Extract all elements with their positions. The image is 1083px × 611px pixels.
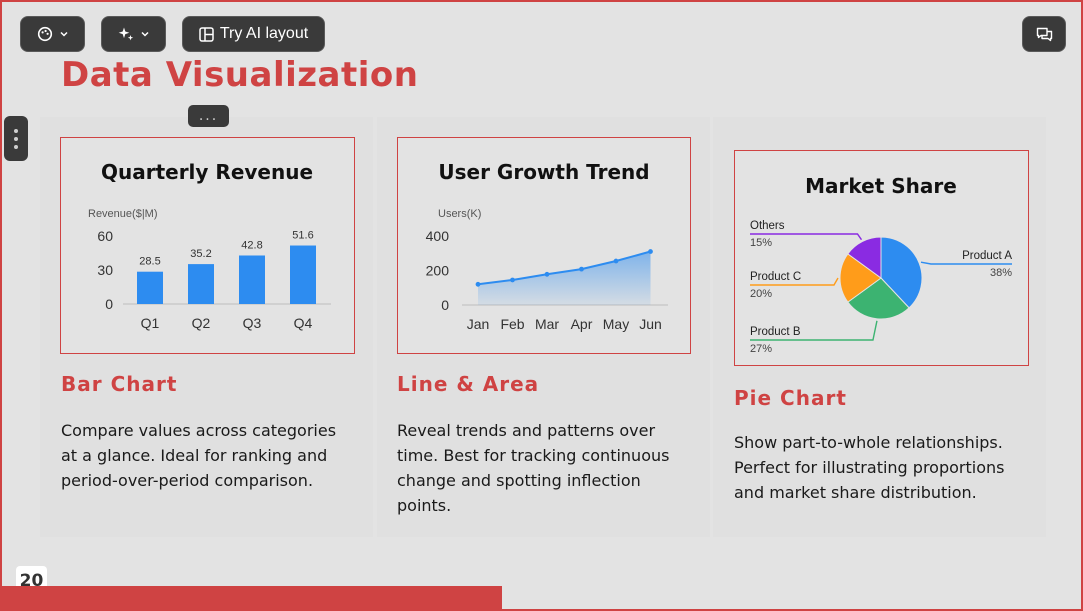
chevron-down-icon: [59, 29, 69, 39]
line-chart-card[interactable]: User Growth Trend Users(K) 400 200 0 Jan Fe…: [397, 137, 691, 354]
bar-chart-bar: [290, 245, 316, 304]
line-chart-point: [475, 281, 481, 287]
bar-chart-bar: [239, 255, 265, 304]
bar-chart-heading[interactable]: Bar Chart: [61, 372, 178, 396]
pie-chart-percent: 20%: [750, 288, 772, 300]
line-area-description[interactable]: Reveal trends and patterns over time. Be…: [397, 421, 670, 515]
line-chart-xtick: Jun: [639, 316, 662, 332]
pie-chart-label: Product C: [750, 271, 801, 283]
bar-chart-xtick: Q2: [192, 315, 211, 331]
bar-chart-xtick: Q3: [243, 315, 262, 331]
pie-chart-slice: [839, 253, 882, 303]
try-ai-layout-label: Try AI layout: [219, 25, 309, 42]
line-chart-point: [613, 258, 619, 264]
bar-chart-xtick: Q4: [294, 315, 313, 331]
bar-chart-bar: [188, 264, 214, 304]
bar-chart-xtick: Q1: [141, 315, 160, 331]
line-chart-area: [478, 251, 651, 305]
bar-chart-data-label: 42.8: [241, 239, 262, 251]
bar-chart-description[interactable]: Compare values across categories at a gl…: [61, 421, 337, 490]
pie-chart-slice: [880, 236, 923, 309]
line-chart-xtick: Jan: [467, 316, 490, 332]
line-chart: User Growth Trend Users(K) 400 200 0 Jan Fe…: [426, 160, 668, 332]
more-options-handle[interactable]: ...: [188, 105, 229, 127]
pie-chart-percent: 38%: [990, 267, 1012, 279]
pie-chart-title: Market Share: [805, 174, 957, 198]
bar-chart-ytick: 0: [105, 296, 113, 312]
bar-chart-data-label: 51.6: [292, 230, 313, 242]
pie-chart: Market Share Product A 38% Product B 27% Pro…: [750, 174, 1012, 355]
line-chart-xtick: Mar: [535, 316, 559, 332]
comments-icon: [1036, 27, 1053, 42]
theme-dropdown-button[interactable]: [20, 16, 85, 52]
layout-icon: [199, 26, 214, 42]
pie-chart-leader-line: [750, 233, 863, 241]
bar-chart-ytick: 60: [97, 228, 113, 244]
bar-chart: Quarterly Revenue Revenue($|M) 60 30 0 28.…: [88, 160, 331, 331]
pie-chart-label: Others: [750, 220, 785, 232]
pie-chart-leader-line: [920, 261, 1012, 265]
bar-chart-data-label: 28.5: [139, 256, 160, 268]
line-chart-ytick: 200: [426, 263, 450, 279]
line-chart-point: [579, 266, 584, 272]
line-chart-title: User Growth Trend: [438, 160, 649, 184]
line-chart-point: [648, 249, 653, 254]
pie-chart-label: Product A: [962, 250, 1012, 262]
comments-button[interactable]: [1022, 16, 1066, 52]
line-chart-ytick: 0: [441, 297, 449, 313]
bar-chart-title: Quarterly Revenue: [101, 160, 313, 184]
try-ai-layout-button[interactable]: Try AI layout: [182, 16, 325, 52]
pie-chart-slice: [847, 236, 882, 279]
line-chart-xtick: Apr: [571, 316, 593, 332]
line-chart-point: [544, 271, 550, 277]
pie-chart-percent: 27%: [750, 343, 772, 355]
pie-chart-heading[interactable]: Pie Chart: [734, 386, 847, 410]
sparkles-icon: [118, 26, 134, 42]
line-chart-series: [477, 250, 651, 286]
bar-chart-bar: [137, 271, 163, 304]
pie-chart-percent: 15%: [750, 237, 772, 249]
line-chart-point: [510, 277, 515, 283]
bar-chart-ylabel: Revenue($|M): [88, 208, 158, 220]
line-chart-ylabel: Users(K): [438, 208, 481, 220]
pie-chart-slice: [847, 277, 910, 320]
line-chart-xtick: Feb: [500, 316, 524, 332]
slide-title[interactable]: Data Visualization: [61, 55, 419, 95]
line-area-heading[interactable]: Line & Area: [397, 372, 540, 396]
palette-icon: [37, 26, 53, 42]
bar-chart-data-label: 35.2: [190, 248, 211, 260]
pie-chart-leader-line: [750, 277, 839, 286]
chevron-down-icon: [140, 29, 150, 39]
drag-handle[interactable]: [4, 116, 28, 161]
bar-chart-ytick: 30: [97, 262, 113, 278]
pie-chart-leader-line: [750, 320, 878, 341]
pie-chart-card[interactable]: Market Share Product A 38% Product B 27% Pro…: [734, 150, 1029, 366]
line-chart-ytick: 400: [426, 228, 450, 244]
pie-chart-label: Product B: [750, 326, 801, 338]
footer-accent-bar: [2, 586, 502, 609]
line-chart-xtick: May: [603, 316, 629, 332]
pie-chart-description[interactable]: Show part-to-whole relationships. Perfec…: [734, 433, 1005, 502]
ai-dropdown-button[interactable]: [101, 16, 166, 52]
bar-chart-card[interactable]: Quarterly Revenue Revenue($|M) 60 30 0 28.…: [60, 137, 355, 354]
